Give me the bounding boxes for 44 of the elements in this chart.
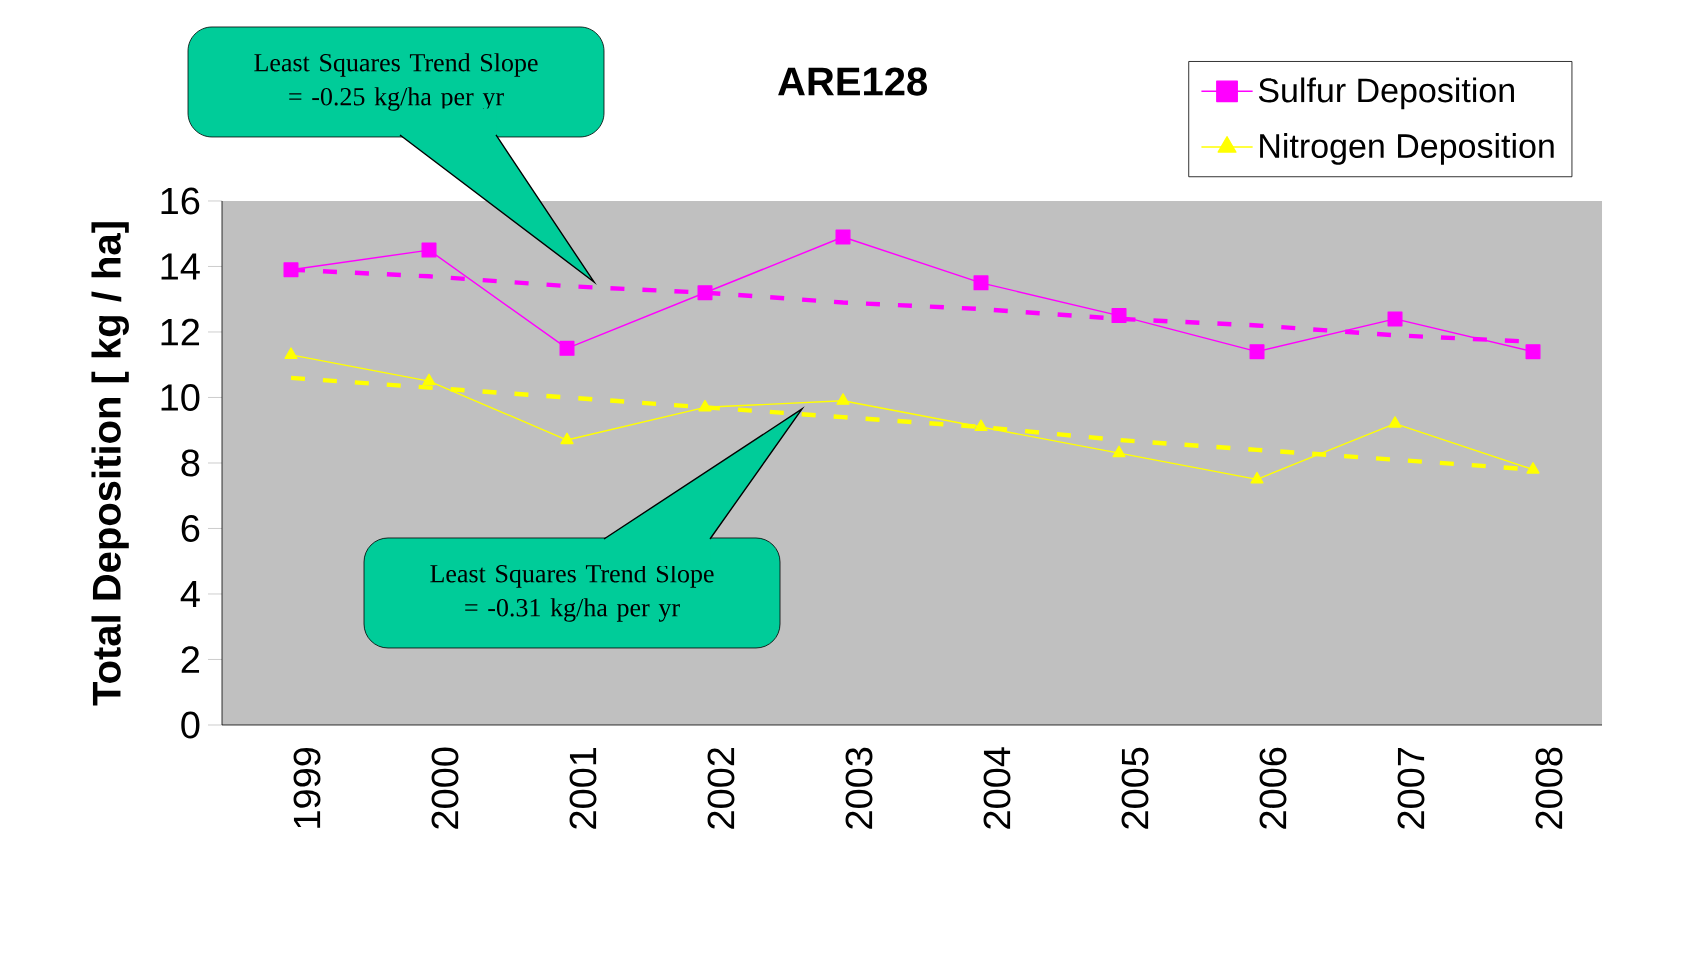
point	[836, 393, 850, 405]
y-tick-label: 14	[161, 253, 200, 280]
y-tick-label: 16	[161, 187, 200, 215]
y-tick-label: 8	[181, 449, 200, 477]
x-tick-label: 1999	[293, 747, 321, 828]
point	[698, 399, 712, 412]
point	[421, 242, 437, 258]
legend-label: Sulfur Deposition	[1258, 77, 1514, 110]
point	[422, 373, 436, 386]
y-tick-label: 10	[161, 384, 200, 411]
point	[835, 229, 851, 245]
point	[284, 347, 298, 360]
point	[560, 432, 574, 445]
x-tick-label: 2000	[431, 747, 459, 829]
point	[1249, 344, 1265, 360]
y-tick-label: 0	[181, 711, 200, 739]
y-axis-title: Total Deposition [ kg / ha]	[91, 222, 129, 706]
point	[1387, 311, 1403, 327]
x-tick-label: 2001	[569, 747, 597, 829]
x-tick-label: 2005	[1121, 747, 1149, 829]
point	[1388, 416, 1402, 428]
legend-label: Nitrogen Deposition	[1260, 133, 1554, 165]
point	[973, 275, 989, 291]
point	[697, 285, 713, 301]
point	[974, 419, 988, 432]
point	[1526, 462, 1540, 474]
point	[283, 262, 299, 278]
annotation: Least Squares Trend Slope = -0.31 kg/ha per yr	[430, 564, 714, 622]
x-tick-label: 2002	[707, 747, 735, 829]
point	[1112, 445, 1126, 458]
point	[1525, 344, 1541, 360]
x-tick-label: 2008	[1535, 747, 1563, 829]
y-tick-label: 6	[181, 515, 200, 542]
chart-title: ARE128	[778, 67, 928, 96]
x-tick-label: 2007	[1397, 747, 1425, 829]
point	[1111, 308, 1127, 324]
x-tick-label: 2004	[983, 747, 1011, 829]
y-tick-label: 2	[181, 646, 200, 673]
x-tick-label: 2003	[845, 747, 873, 829]
x-tick-label: 2006	[1259, 747, 1287, 829]
point	[1250, 471, 1264, 484]
y-tick-label: 12	[161, 318, 200, 346]
y-tick-label: 4	[180, 580, 200, 608]
point	[559, 340, 575, 356]
